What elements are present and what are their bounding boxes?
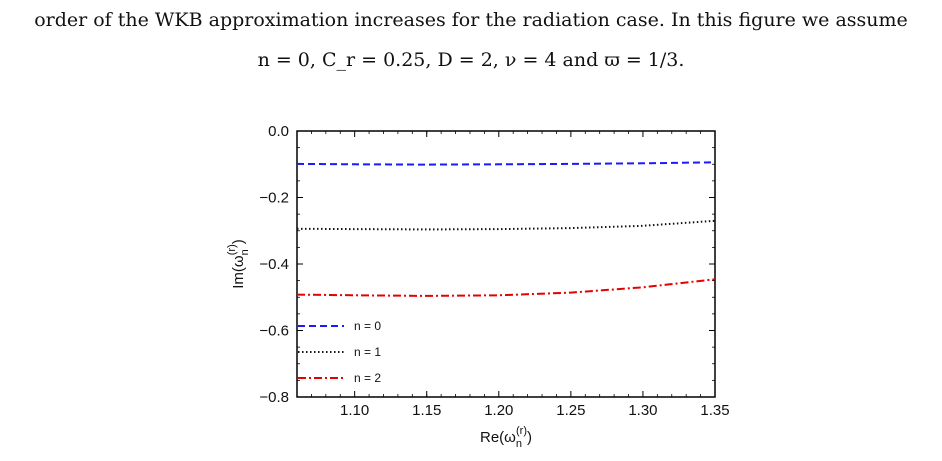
axis-ticks: 1.10 1.15 1.20 1.25 1.30 1.35 0.0 −0.2 −0.4 −0.6 −… [259, 123, 729, 419]
y-axis-label: Im(ωn(r)) [226, 239, 251, 289]
caption-line-2: n = 0, C_r = 0.25, D = 2, ν = 4 and ϖ = … [257, 49, 685, 71]
x-tick-label: 1.20 [484, 402, 513, 419]
x-tick-label: 1.25 [556, 402, 585, 419]
series-line-n1 [296, 219, 716, 231]
x-tick-label: 1.10 [340, 402, 369, 419]
legend-label-n1: n = 1 [354, 345, 381, 359]
legend-label-n0: n = 0 [354, 319, 381, 333]
legend-label-n2: n = 2 [354, 371, 381, 385]
y-tick-label: −0.8 [259, 389, 289, 406]
y-tick-label: −0.2 [259, 190, 289, 207]
y-tick-label: −0.6 [259, 323, 289, 340]
x-tick-label: 1.35 [700, 402, 729, 419]
x-axis-label: Re(ωn(r)) [480, 425, 532, 450]
legend: n = 0 n = 1 n = 2 [298, 319, 381, 385]
caption-line-1: order of the WKB approximation increases… [34, 9, 908, 31]
y-tick-label: 0.0 [268, 123, 289, 140]
series-line-n2 [296, 278, 716, 297]
x-tick-label: 1.15 [412, 402, 441, 419]
series-group [296, 161, 716, 297]
x-tick-label: 1.30 [628, 402, 657, 419]
y-tick-label: −0.4 [259, 256, 289, 273]
series-line-n0 [296, 161, 716, 166]
